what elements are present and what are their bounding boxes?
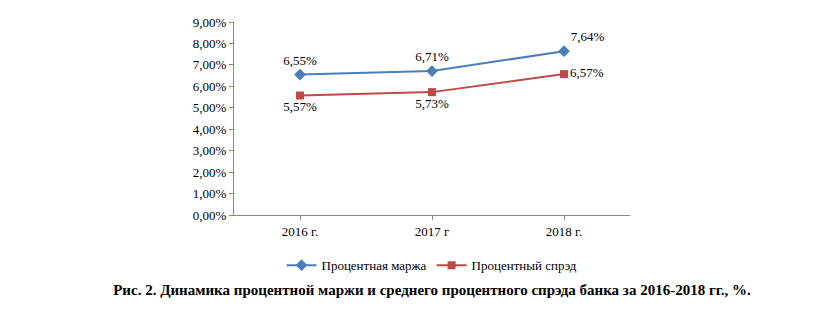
svg-text:5,00%: 5,00% [193,100,227,115]
svg-text:7,64%: 7,64% [571,29,605,44]
svg-text:1,00%: 1,00% [193,186,227,201]
svg-text:5,73%: 5,73% [415,96,449,111]
svg-text:2017 г: 2017 г [415,224,450,239]
svg-text:Процентный спрэд: Процентный спрэд [472,258,577,273]
svg-text:Процентная маржа: Процентная маржа [322,258,427,273]
svg-text:2016 г.: 2016 г. [282,224,318,239]
svg-text:4,00%: 4,00% [193,122,227,137]
svg-text:6,00%: 6,00% [193,79,227,94]
svg-text:6,71%: 6,71% [415,49,449,64]
svg-text:5,57%: 5,57% [283,99,317,114]
svg-text:7,00%: 7,00% [193,57,227,72]
svg-text:8,00%: 8,00% [193,36,227,51]
svg-text:9,00%: 9,00% [193,15,227,30]
svg-text:3,00%: 3,00% [193,143,227,158]
svg-text:2018 г.: 2018 г. [546,224,582,239]
svg-text:2,00%: 2,00% [193,165,227,180]
svg-text:6,57%: 6,57% [570,65,604,80]
svg-text:0,00%: 0,00% [193,208,227,223]
svg-text:6,55%: 6,55% [283,53,317,68]
svg-text:Рис. 2. Динамика процентной ма: Рис. 2. Динамика процентной маржи и сред… [113,282,751,298]
